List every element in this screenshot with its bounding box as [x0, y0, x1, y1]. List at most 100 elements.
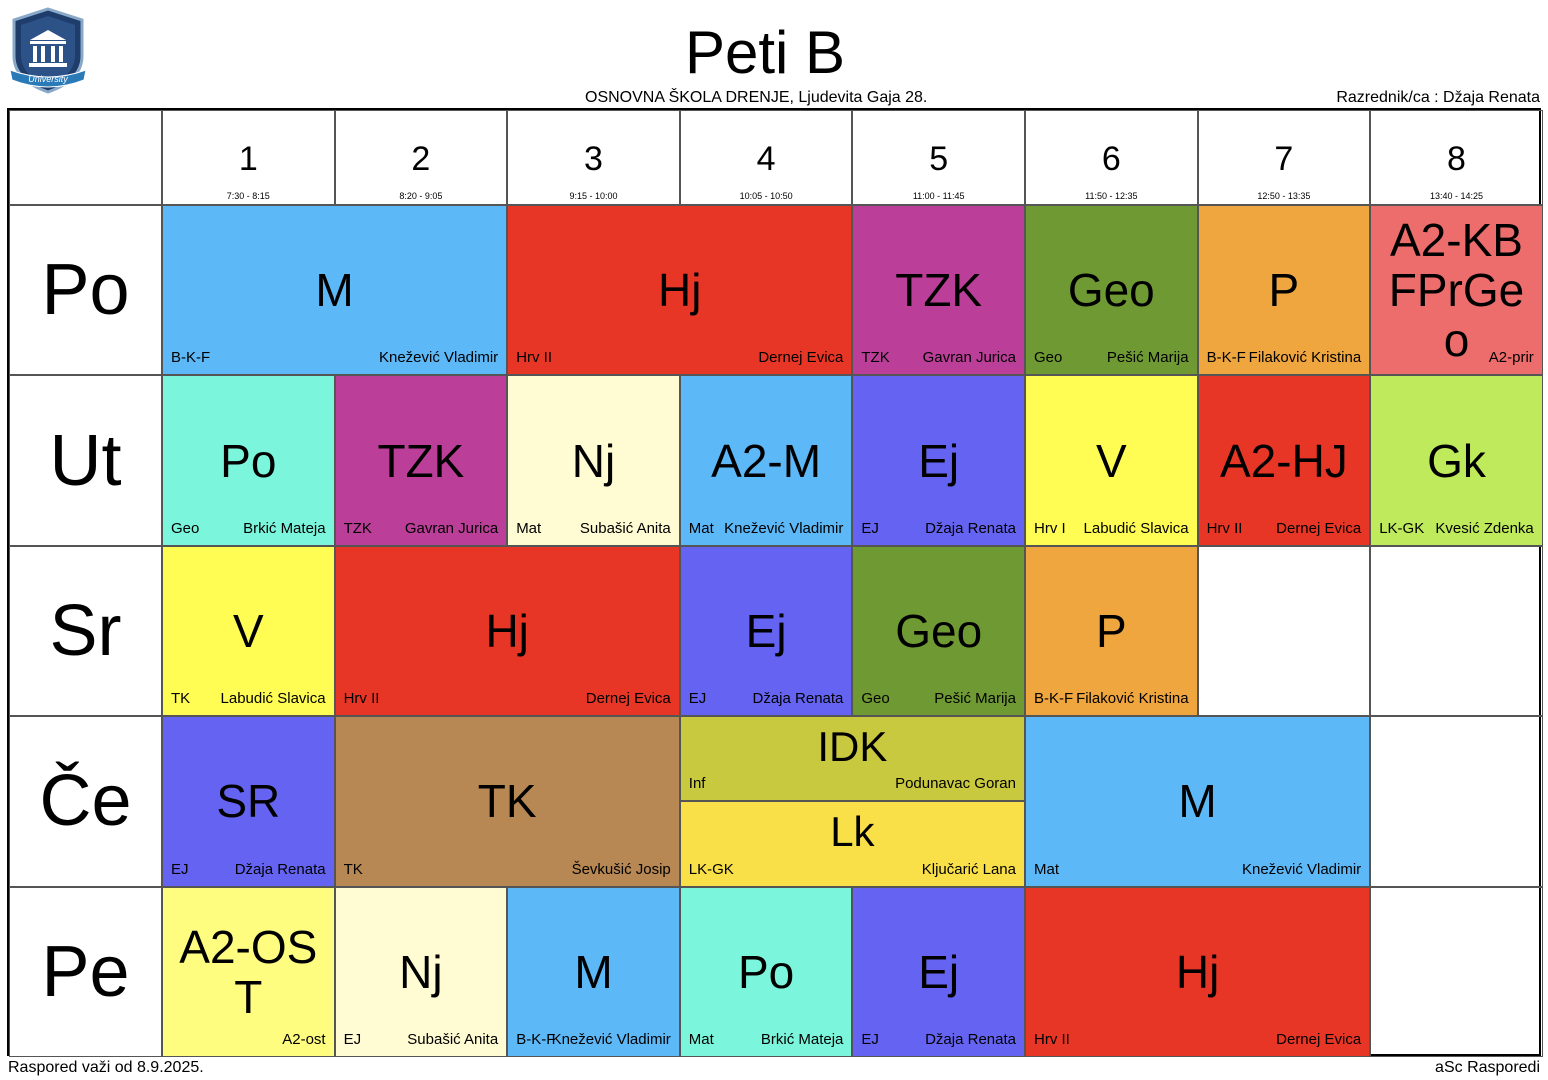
lesson-subject: P: [1095, 604, 1127, 657]
lesson-subject: M: [315, 264, 354, 317]
lesson-room: Geo: [171, 519, 200, 537]
lesson-cell[interactable]: A2-HJ Hrv II Dernej Evica: [1197, 375, 1371, 546]
lesson-room: EJ: [861, 519, 879, 537]
lesson-room: Mat: [516, 519, 542, 537]
lesson-cell[interactable]: IDK Inf Podunavac Goran: [679, 716, 1025, 802]
lesson-cell[interactable]: Hj Hrv II Dernej Evica: [507, 205, 853, 376]
period-header: 1 7:30 - 8:15: [162, 110, 335, 205]
lesson-cell[interactable]: SR EJ Džaja Renata: [162, 716, 335, 887]
lesson-room: TK: [343, 860, 363, 878]
lesson-teacher: Brkić Mateja: [243, 519, 326, 537]
lesson-cell[interactable]: TZK TZK Gavran Jurica: [334, 375, 508, 546]
page-title: Peti B: [684, 19, 846, 86]
lesson-subject: IDK: [817, 723, 888, 771]
lesson-subject: A2-KBFPrGeo: [1388, 214, 1525, 367]
period-time: 8:20 - 9:05: [399, 191, 443, 201]
lesson-cell[interactable]: Lk LK-GK Ključarić Lana: [679, 801, 1025, 887]
period-time: 10:05 - 10:50: [739, 191, 793, 201]
lesson-subject: Geo: [1067, 264, 1155, 317]
lesson-teacher: Džaja Renata: [925, 519, 1016, 537]
lesson-cell[interactable]: Hj Hrv II Dernej Evica: [1025, 886, 1371, 1057]
lesson-cell[interactable]: V Hrv I Labudić Slavica: [1025, 375, 1198, 546]
lesson-cell[interactable]: Nj Mat Subašić Anita: [507, 375, 680, 546]
lesson-cell[interactable]: Ej EJ Džaja Renata: [852, 375, 1025, 546]
school-name: OSNOVNA ŠKOLA DRENJE, Ljudevita Gaja 28.: [585, 89, 928, 106]
lesson-teacher: Dernej Evica: [585, 690, 671, 708]
period-number: 8: [1447, 140, 1466, 178]
period-number: 3: [584, 140, 603, 178]
lesson-room: Hrv II: [1034, 1030, 1070, 1048]
lesson-room: Geo: [861, 690, 890, 708]
lesson-teacher: Džaja Renata: [752, 690, 844, 708]
lesson-cell[interactable]: A2-M Mat Knežević Vladimir: [679, 375, 853, 546]
lesson-subject: Ej: [745, 604, 787, 657]
lesson-cell[interactable]: Po Geo Brkić Mateja: [162, 375, 335, 546]
lesson-cell[interactable]: Geo Geo Pešić Marija: [852, 545, 1025, 717]
lesson-cell[interactable]: TZK TZK Gavran Jurica: [852, 205, 1025, 376]
lesson-cell[interactable]: A2-KBFPrGeo A2-prir: [1370, 205, 1543, 376]
class-teacher: Razrednik/ca : Džaja Renata: [1336, 89, 1540, 106]
lesson-teacher: A2-ost: [282, 1030, 326, 1048]
lesson-room: EJ: [343, 1030, 362, 1048]
lesson-cell[interactable]: Nj EJ Subašić Anita: [334, 886, 508, 1057]
period-time: 9:15 - 10:00: [569, 191, 618, 201]
lesson-cell[interactable]: Geo Geo Pešić Marija: [1025, 205, 1198, 376]
lesson-teacher: Knežević Vladimir: [378, 349, 499, 367]
lesson-subject: Hj: [485, 604, 529, 657]
period-header: 8 13:40 - 14:25: [1370, 110, 1543, 205]
day-label: Po: [9, 205, 162, 376]
lesson-teacher: Džaja Renata: [234, 860, 326, 878]
period-number: 4: [756, 140, 776, 178]
lesson-cell[interactable]: V TK Labudić Slavica: [162, 545, 335, 717]
university-logo: University: [8, 6, 88, 98]
lesson-teacher: Ključarić Lana: [921, 860, 1016, 878]
lesson-room: Hrv II: [1206, 519, 1243, 537]
lesson-cell[interactable]: A2-OST A2-ost: [162, 886, 335, 1057]
lesson-room: EJ: [688, 690, 707, 708]
period-number: 1: [238, 140, 258, 178]
lesson-teacher: Podunavac Goran: [895, 775, 1016, 793]
lesson-subject: P: [1268, 264, 1300, 317]
lesson-cell[interactable]: Ej EJ Džaja Renata: [679, 545, 853, 717]
period-header: 4 10:05 - 10:50: [679, 110, 853, 205]
period-number: 2: [411, 140, 431, 178]
valid-from: Raspored važi od 8.9.2025.: [8, 1059, 204, 1076]
lesson-room: EJ: [861, 1030, 879, 1048]
lesson-teacher: Knežević Vladimir: [551, 1030, 671, 1048]
lesson-subject: Ej: [918, 945, 960, 998]
lesson-teacher: Subašić Anita: [579, 519, 671, 537]
lesson-teacher: Knežević Vladimir: [724, 519, 844, 537]
period-header: 3 9:15 - 10:00: [507, 110, 680, 205]
logo-text: University: [28, 74, 68, 84]
lesson-subject: V: [232, 604, 264, 657]
lesson-cell[interactable]: M Mat Knežević Vladimir: [1025, 716, 1371, 887]
lesson-room: Hrv II: [516, 349, 553, 367]
lesson-subject: SR: [216, 775, 281, 828]
lesson-cell[interactable]: TK TK Ševkušić Josip: [334, 716, 680, 887]
lesson-cell[interactable]: Hj Hrv II Dernej Evica: [334, 545, 680, 717]
lesson-cell[interactable]: P B-K-F Filaković Kristina: [1025, 545, 1198, 717]
lesson-teacher: Filaković Kristina: [1248, 349, 1362, 367]
period-time: 11:00 - 11:45: [912, 191, 965, 201]
lesson-room: Mat: [1034, 860, 1060, 878]
lesson-cell[interactable]: M B-K-F Knežević Vladimir: [507, 886, 680, 1057]
lesson-teacher: Pešić Marija: [1106, 349, 1189, 367]
lesson-cell[interactable]: Ej EJ Džaja Renata: [852, 886, 1025, 1057]
lesson-room: Geo: [1034, 349, 1063, 367]
lesson-cell[interactable]: Gk LK-GK Kvesić Zdenka: [1370, 375, 1543, 546]
period-header: 6 11:50 - 12:35: [1025, 110, 1198, 205]
period-time: 13:40 - 14:25: [1429, 191, 1483, 201]
lesson-room: TZK: [343, 519, 372, 537]
lesson-teacher: Dernej Evica: [758, 349, 844, 367]
lesson-room: EJ: [171, 860, 189, 878]
lesson-subject: Hj: [1175, 945, 1220, 998]
lesson-cell[interactable]: Po Mat Brkić Mateja: [679, 886, 853, 1057]
lesson-cell[interactable]: P B-K-F Filaković Kristina: [1197, 205, 1371, 376]
period-time: 11:50 - 12:35: [1085, 191, 1138, 201]
lesson-subject: Gk: [1427, 434, 1486, 487]
lesson-subject: Ej: [918, 434, 960, 487]
lesson-cell[interactable]: M B-K-F Knežević Vladimir: [162, 205, 508, 376]
lesson-teacher: Kvesić Zdenka: [1435, 519, 1534, 537]
period-header: 7 12:50 - 13:35: [1197, 110, 1371, 205]
lesson-subject: V: [1095, 434, 1127, 487]
